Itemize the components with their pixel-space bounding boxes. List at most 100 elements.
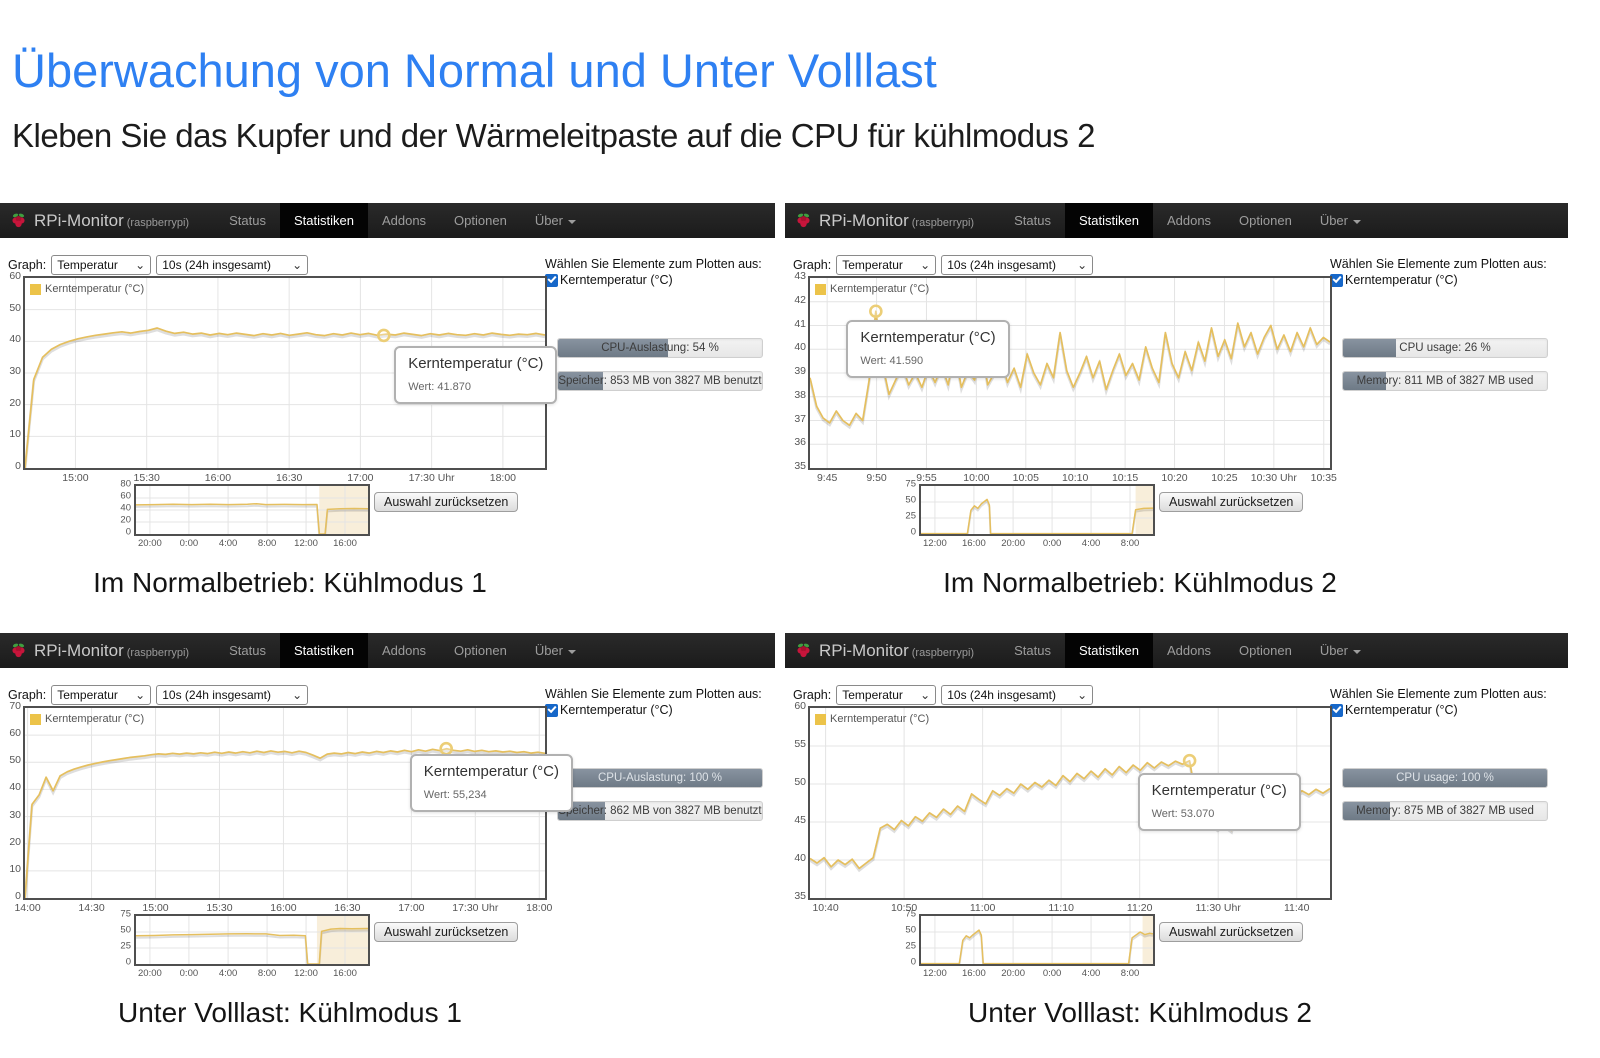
chart-legend: Kerntemperatur (°C)	[815, 283, 929, 295]
checkbox-checked-icon[interactable]	[545, 273, 558, 287]
nav-item-statistiken[interactable]: Statistiken	[1064, 633, 1153, 668]
series-checkbox-row[interactable]: Kerntemperatur (°C)	[545, 273, 780, 287]
nav-item-status[interactable]: Status	[1014, 213, 1051, 228]
cpu-usage-bar-fill	[1343, 339, 1397, 357]
y-tick-label: 30	[9, 365, 21, 377]
navigator-plot-area[interactable]	[134, 484, 370, 537]
graph-type-select[interactable]: Temperatur ⌄	[836, 255, 937, 275]
chart-plot-area[interactable]: Kerntemperatur (°C) Kerntemperatur (°C) …	[808, 706, 1332, 900]
cpu-usage-bar-label: CPU-Auslastung: 100 %	[597, 772, 722, 784]
navigator-plot-area[interactable]	[919, 484, 1155, 537]
cpu-usage-bar: CPU usage: 100 %	[1342, 768, 1548, 788]
caret-down-icon	[1353, 219, 1361, 224]
app-title[interactable]: RPi-Monitor (raspberrypi)	[819, 211, 974, 231]
series-checkbox-row[interactable]: Kerntemperatur (°C)	[1330, 273, 1565, 287]
nav-item-addons[interactable]: Addons	[381, 643, 427, 658]
reset-selection-button[interactable]: Auswahl zurücksetzen	[1159, 492, 1304, 512]
y-tick-label: 40	[794, 341, 806, 354]
nav-item-addons[interactable]: Addons	[1166, 643, 1212, 658]
x-tick-label: 10:00	[963, 472, 990, 484]
graph-range-select[interactable]: 10s (24h insgesamt) ⌄	[941, 255, 1094, 275]
chart-legend: Kerntemperatur (°C)	[815, 713, 929, 725]
x-tick-label: 0:00	[179, 538, 199, 549]
nav-item-ber[interactable]: Über	[1306, 633, 1375, 668]
graph-type-select[interactable]: Temperatur ⌄	[51, 255, 152, 275]
navigator-y-axis-labels: 80 60 40 20 0	[113, 479, 133, 538]
x-tick-label: 10:15	[1111, 472, 1139, 484]
rpi-monitor-window: RPi-Monitor (raspberrypi) Status Statistik…	[785, 633, 1568, 983]
nav-item-addons[interactable]: Addons	[381, 213, 427, 228]
graph-range-value: 10s (24h insgesamt)	[162, 688, 271, 702]
navigator-plot-area[interactable]	[134, 914, 370, 967]
tooltip-value: Wert: 41.590	[860, 354, 924, 367]
nav-item-optionen[interactable]: Optionen	[1239, 213, 1292, 228]
graph-range-select[interactable]: 10s (24h insgesamt) ⌄	[156, 685, 309, 705]
y-tick-label: 0	[125, 956, 131, 968]
nav-item-addons[interactable]: Addons	[1166, 213, 1212, 228]
x-tick-label: 14:30	[78, 902, 105, 914]
y-tick-label: 75	[905, 908, 916, 920]
legend-label: Kerntemperatur (°C)	[45, 283, 145, 295]
checkbox-checked-icon[interactable]	[1330, 273, 1343, 287]
chart-plot-area[interactable]: Kerntemperatur (°C) Kerntemperatur (°C) …	[23, 706, 574, 900]
x-tick-label: 11:20	[1126, 902, 1153, 914]
x-tick-label: 15:30	[206, 902, 233, 914]
graph-range-select[interactable]: 10s (24h insgesamt) ⌄	[941, 685, 1094, 705]
checkbox-checked-icon[interactable]	[545, 703, 558, 717]
chart-legend: Kerntemperatur (°C)	[30, 713, 144, 725]
raspberry-logo-icon	[795, 642, 812, 659]
nav-item-ber[interactable]: Über	[1306, 203, 1375, 238]
series-checkbox-row[interactable]: Kerntemperatur (°C)	[1330, 703, 1565, 717]
nav-item-status[interactable]: Status	[229, 213, 266, 228]
navigator-plot-area[interactable]	[919, 914, 1155, 967]
y-tick-label: 50	[120, 924, 131, 936]
nav-item-optionen[interactable]: Optionen	[1239, 643, 1292, 658]
nav-item-optionen[interactable]: Optionen	[454, 213, 507, 228]
checkbox-checked-icon[interactable]	[1330, 703, 1343, 717]
nav-item-status[interactable]: Status	[229, 643, 266, 658]
nav-item-statistiken[interactable]: Statistiken	[279, 633, 368, 668]
app-hostname: (raspberrypi)	[911, 646, 975, 659]
chart-plot-area[interactable]: Kerntemperatur (°C) Kerntemperatur (°C) …	[808, 276, 1332, 470]
y-tick-label: 50	[905, 924, 916, 936]
graph-type-select[interactable]: Temperatur ⌄	[836, 685, 937, 705]
x-tick-label: 17:00	[398, 902, 425, 914]
nav-item-ber[interactable]: Über	[521, 633, 590, 668]
y-tick-label: 25	[905, 510, 916, 522]
navigator-x-axis-labels: 20:00 0:00 4:00 8:00 12:00 16:00	[136, 538, 368, 549]
nav-item-optionen[interactable]: Optionen	[454, 643, 507, 658]
nav-item-ber[interactable]: Über	[521, 203, 590, 238]
panel-caption: Unter Volllast: Kühlmodus 2	[968, 997, 1312, 1028]
nav-item-statistiken[interactable]: Statistiken	[279, 203, 368, 238]
reset-selection-button[interactable]: Auswahl zurücksetzen	[1159, 922, 1304, 942]
graph-type-select[interactable]: Temperatur ⌄	[51, 685, 152, 705]
chart-plot-area[interactable]: Kerntemperatur (°C) Kerntemperatur (°C) …	[23, 276, 558, 470]
x-tick-label: 16:00	[270, 902, 297, 914]
x-tick-label: 9:45	[816, 472, 838, 484]
app-title[interactable]: RPi-Monitor (raspberrypi)	[819, 641, 974, 661]
graph-controls: Graph: Temperatur ⌄ 10s (24h insgesamt) ⌄	[8, 255, 309, 275]
y-tick-label: 36	[794, 436, 806, 449]
memory-usage-bar: Speicher: 862 MB von 3827 MB benutzt	[557, 801, 763, 821]
chevron-down-icon: ⌄	[292, 258, 303, 272]
reset-selection-button[interactable]: Auswahl zurücksetzen	[374, 492, 519, 512]
series-checkbox-row[interactable]: Kerntemperatur (°C)	[545, 703, 780, 717]
chevron-down-icon: ⌄	[135, 688, 146, 702]
nav-item-statistiken[interactable]: Statistiken	[1064, 203, 1153, 238]
chevron-down-icon: ⌄	[1077, 258, 1088, 272]
x-axis-labels: 10:40 10:50 11:00 11:10 11:20 11:30 Uhr 11:40	[810, 902, 1330, 915]
x-tick-label: 16:00	[333, 968, 357, 979]
graph-range-select[interactable]: 10s (24h insgesamt) ⌄	[156, 255, 309, 275]
panel-caption: Im Normalbetrieb: Kühlmodus 2	[943, 567, 1337, 598]
y-tick-label: 37	[794, 412, 806, 425]
y-tick-label: 10	[9, 428, 21, 441]
nav-menu: Status Statistiken Addons Optionen Über	[215, 203, 590, 238]
app-title[interactable]: RPi-Monitor (raspberrypi)	[34, 641, 189, 661]
panel-normal-kuehlmodus-1: RPi-Monitor (raspberrypi) Status Statistik…	[0, 203, 775, 599]
raspberry-logo-icon	[10, 212, 27, 229]
app-title[interactable]: RPi-Monitor (raspberrypi)	[34, 211, 189, 231]
reset-selection-button[interactable]: Auswahl zurücksetzen	[374, 922, 519, 942]
x-tick-label: 18:00	[489, 472, 517, 484]
navbar: RPi-Monitor (raspberrypi) Status Statistik…	[785, 203, 1568, 238]
nav-item-status[interactable]: Status	[1014, 643, 1051, 658]
